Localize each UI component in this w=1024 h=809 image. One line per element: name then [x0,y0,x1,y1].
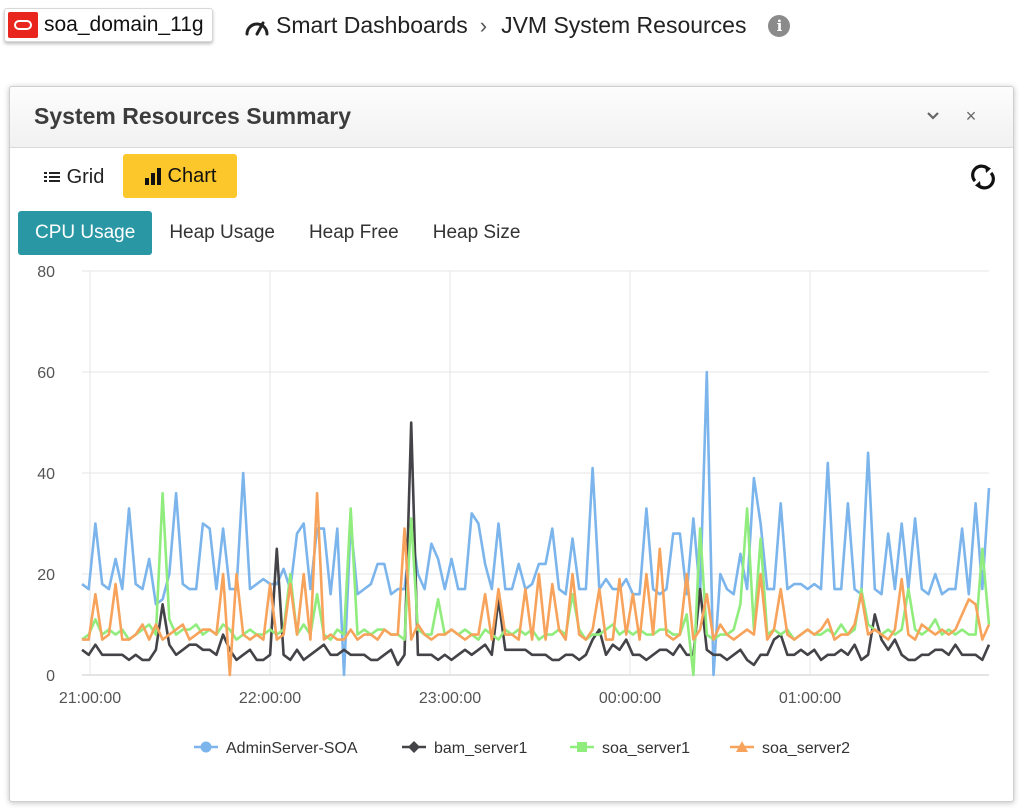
dashboard-gauge-icon [245,21,269,35]
close-button[interactable]: × [965,105,977,126]
info-icon[interactable]: i [768,14,791,37]
series-line-bam-server1 [81,421,991,667]
y-tick-label: 80 [37,264,55,281]
x-tick-label: 00:00:00 [599,690,661,707]
top-bar: soa_domain_11g Smart Dashboards › JVM Sy… [0,0,1024,56]
chart-label: Chart [167,164,217,187]
panel-title: System Resources Summary [34,103,352,129]
chevron-down-icon [927,112,939,120]
series-line-adminserver-soa [81,370,991,677]
y-tick-label: 20 [37,567,55,584]
x-tick-label: 23:00:00 [419,690,481,707]
legend-label: AdminServer-SOA [226,740,358,757]
breadcrumb-current: JVM System Resources [501,12,747,38]
legend-marker-circle [200,741,212,753]
list-icon [43,172,60,182]
grid-label: Grid [66,165,105,188]
domain-name: soa_domain_11g [44,13,204,36]
legend-marker-square [577,742,587,752]
grid-view-button[interactable]: Grid [30,157,118,197]
legend-marker-diamond [408,741,420,753]
legend-label: soa_server2 [762,740,850,757]
legend-marker-triangle [736,741,748,752]
y-tick-label: 0 [46,668,55,685]
metric-tabs: CPU Usage Heap Usage Heap Free Heap Size [18,211,537,255]
collapse-button[interactable] [922,105,944,127]
y-tick-label: 60 [37,365,55,382]
x-tick-label: 22:00:00 [239,690,301,707]
domain-selector[interactable]: soa_domain_11g [4,8,213,42]
system-resources-panel: System Resources Summary × Grid Chart [9,86,1014,802]
x-tick-label: 21:00:00 [59,690,121,707]
view-toggle: Grid Chart [10,153,1013,201]
cpu-usage-chart: 0 20 40 60 80 21:00:00 22:00:00 23:00:00 00:00:0… [37,264,991,757]
chart-view-button[interactable]: Chart [123,154,237,198]
y-tick-label: 40 [37,466,55,483]
chevron-right-icon: › [479,12,488,38]
tab-heap-free[interactable]: Heap Free [308,222,399,243]
x-tick-label: 01:00:00 [779,690,841,707]
tab-heap-size[interactable]: Heap Size [432,222,521,243]
oracle-logo-icon [8,12,38,38]
tab-heap-usage[interactable]: Heap Usage [169,222,275,243]
refresh-icon[interactable] [969,163,997,191]
breadcrumb-root[interactable]: Smart Dashboards [276,12,468,38]
breadcrumb: Smart Dashboards › JVM System Resources … [244,12,791,39]
panel-header: System Resources Summary × [10,87,1013,148]
legend-label: bam_server1 [434,740,527,757]
series-line-soa-server2 [82,491,991,677]
legend-label: soa_server1 [602,740,690,757]
bar-chart-icon [144,168,161,185]
tab-cpu-usage[interactable]: CPU Usage [18,211,153,255]
